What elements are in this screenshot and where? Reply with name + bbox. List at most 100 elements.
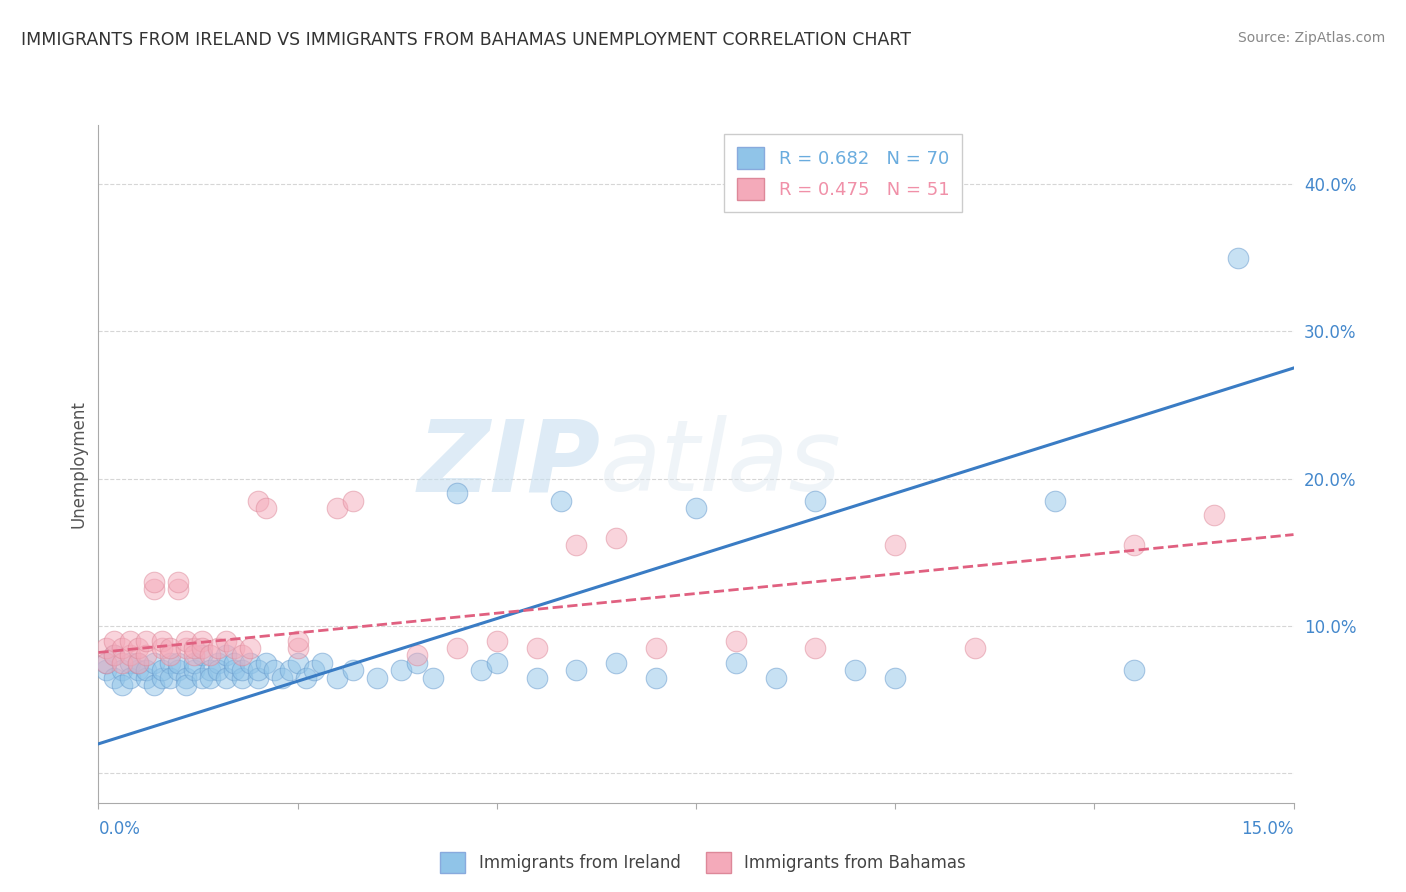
Point [231,663,253,677]
Point [159,641,181,656]
Point [111,641,134,656]
Point [150,641,173,656]
Legend: Immigrants from Ireland, Immigrants from Bahamas: Immigrants from Ireland, Immigrants from… [433,846,973,880]
Point [103,648,125,663]
Point [103,671,125,685]
Point [605,656,627,670]
Point [111,663,134,677]
Point [120,671,142,685]
Point [135,633,157,648]
Point [167,582,190,596]
Point [120,633,142,648]
Text: Source: ZipAtlas.com: Source: ZipAtlas.com [1237,31,1385,45]
Point [222,663,245,677]
Point [406,656,429,670]
Point [159,671,181,685]
Point [366,671,388,685]
Point [191,633,214,648]
Point [724,656,747,670]
Point [135,671,157,685]
Point [1043,493,1066,508]
Point [127,641,149,656]
Point [526,671,548,685]
Point [239,641,262,656]
Point [191,648,214,663]
Point [294,671,316,685]
Point [254,656,277,670]
Point [167,656,190,670]
Point [174,678,197,692]
Point [1123,538,1146,552]
Point [278,663,301,677]
Point [1226,251,1249,265]
Point [231,671,253,685]
Point [724,633,747,648]
Point [446,641,468,656]
Point [174,633,197,648]
Point [135,663,157,677]
Point [1123,663,1146,677]
Point [342,493,364,508]
Point [287,641,309,656]
Text: 15.0%: 15.0% [1241,820,1294,838]
Point [963,641,986,656]
Point [844,663,866,677]
Point [215,671,238,685]
Point [565,663,588,677]
Point [804,641,827,656]
Point [143,656,166,670]
Point [215,648,238,663]
Point [246,493,269,508]
Point [127,663,149,677]
Point [167,663,190,677]
Point [311,656,333,670]
Point [270,671,292,685]
Point [103,633,125,648]
Point [150,671,173,685]
Point [159,656,181,670]
Point [645,671,668,685]
Point [167,574,190,589]
Point [103,648,125,663]
Point [485,633,508,648]
Point [215,633,238,648]
Point [302,663,325,677]
Point [645,641,668,656]
Point [111,656,134,670]
Point [120,656,142,670]
Point [485,656,508,670]
Point [183,648,205,663]
Point [406,648,429,663]
Point [150,663,173,677]
Point [143,582,166,596]
Point [685,501,707,516]
Point [198,648,221,663]
Point [96,656,118,670]
Point [422,671,444,685]
Y-axis label: Unemployment: Unemployment [69,400,87,528]
Point [326,671,349,685]
Point [765,671,787,685]
Point [254,501,277,516]
Point [120,648,142,663]
Point [135,648,157,663]
Point [150,633,173,648]
Point [207,663,229,677]
Point [342,663,364,677]
Point [143,574,166,589]
Point [96,641,118,656]
Point [550,493,572,508]
Point [111,678,134,692]
Point [605,531,627,545]
Point [191,671,214,685]
Point [96,656,118,670]
Text: ZIP: ZIP [418,416,600,512]
Point [1202,508,1225,523]
Point [183,663,205,677]
Point [222,641,245,656]
Point [174,641,197,656]
Text: IMMIGRANTS FROM IRELAND VS IMMIGRANTS FROM BAHAMAS UNEMPLOYMENT CORRELATION CHAR: IMMIGRANTS FROM IRELAND VS IMMIGRANTS FR… [21,31,911,49]
Point [804,493,827,508]
Point [96,663,118,677]
Point [246,671,269,685]
